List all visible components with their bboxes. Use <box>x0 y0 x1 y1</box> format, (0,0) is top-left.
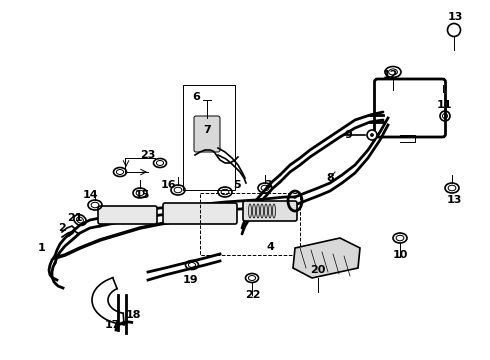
Ellipse shape <box>265 204 268 218</box>
Text: 13: 13 <box>447 12 463 22</box>
Text: 19: 19 <box>182 275 198 285</box>
Text: 7: 7 <box>203 125 211 135</box>
Text: 18: 18 <box>125 310 141 320</box>
FancyBboxPatch shape <box>98 206 157 224</box>
Text: 16: 16 <box>160 180 176 190</box>
Ellipse shape <box>272 204 275 218</box>
Ellipse shape <box>252 204 255 218</box>
Ellipse shape <box>256 204 260 218</box>
Text: 23: 23 <box>140 150 156 160</box>
Circle shape <box>367 130 377 140</box>
Text: 10: 10 <box>392 250 408 260</box>
Bar <box>183 85 235 190</box>
Ellipse shape <box>261 204 264 218</box>
FancyBboxPatch shape <box>194 116 220 152</box>
Bar <box>200 193 300 255</box>
Text: 2: 2 <box>58 223 66 233</box>
Text: 12: 12 <box>382 70 398 80</box>
Text: 11: 11 <box>436 100 452 110</box>
Text: 22: 22 <box>245 290 261 300</box>
FancyBboxPatch shape <box>163 203 237 224</box>
Text: 20: 20 <box>310 265 326 275</box>
Ellipse shape <box>248 204 251 218</box>
Text: 8: 8 <box>326 173 334 183</box>
Text: 9: 9 <box>344 130 352 140</box>
FancyBboxPatch shape <box>243 201 297 221</box>
Text: 13: 13 <box>446 195 462 205</box>
Text: 3: 3 <box>264 180 272 190</box>
Text: 5: 5 <box>233 180 241 190</box>
Circle shape <box>370 134 373 136</box>
Text: 6: 6 <box>192 92 200 102</box>
Polygon shape <box>293 238 360 278</box>
Text: 21: 21 <box>67 213 83 223</box>
Ellipse shape <box>269 204 271 218</box>
Text: 15: 15 <box>134 190 149 200</box>
Text: 17: 17 <box>104 320 120 330</box>
Text: 1: 1 <box>38 243 46 253</box>
Text: 4: 4 <box>266 242 274 252</box>
Text: 14: 14 <box>82 190 98 200</box>
